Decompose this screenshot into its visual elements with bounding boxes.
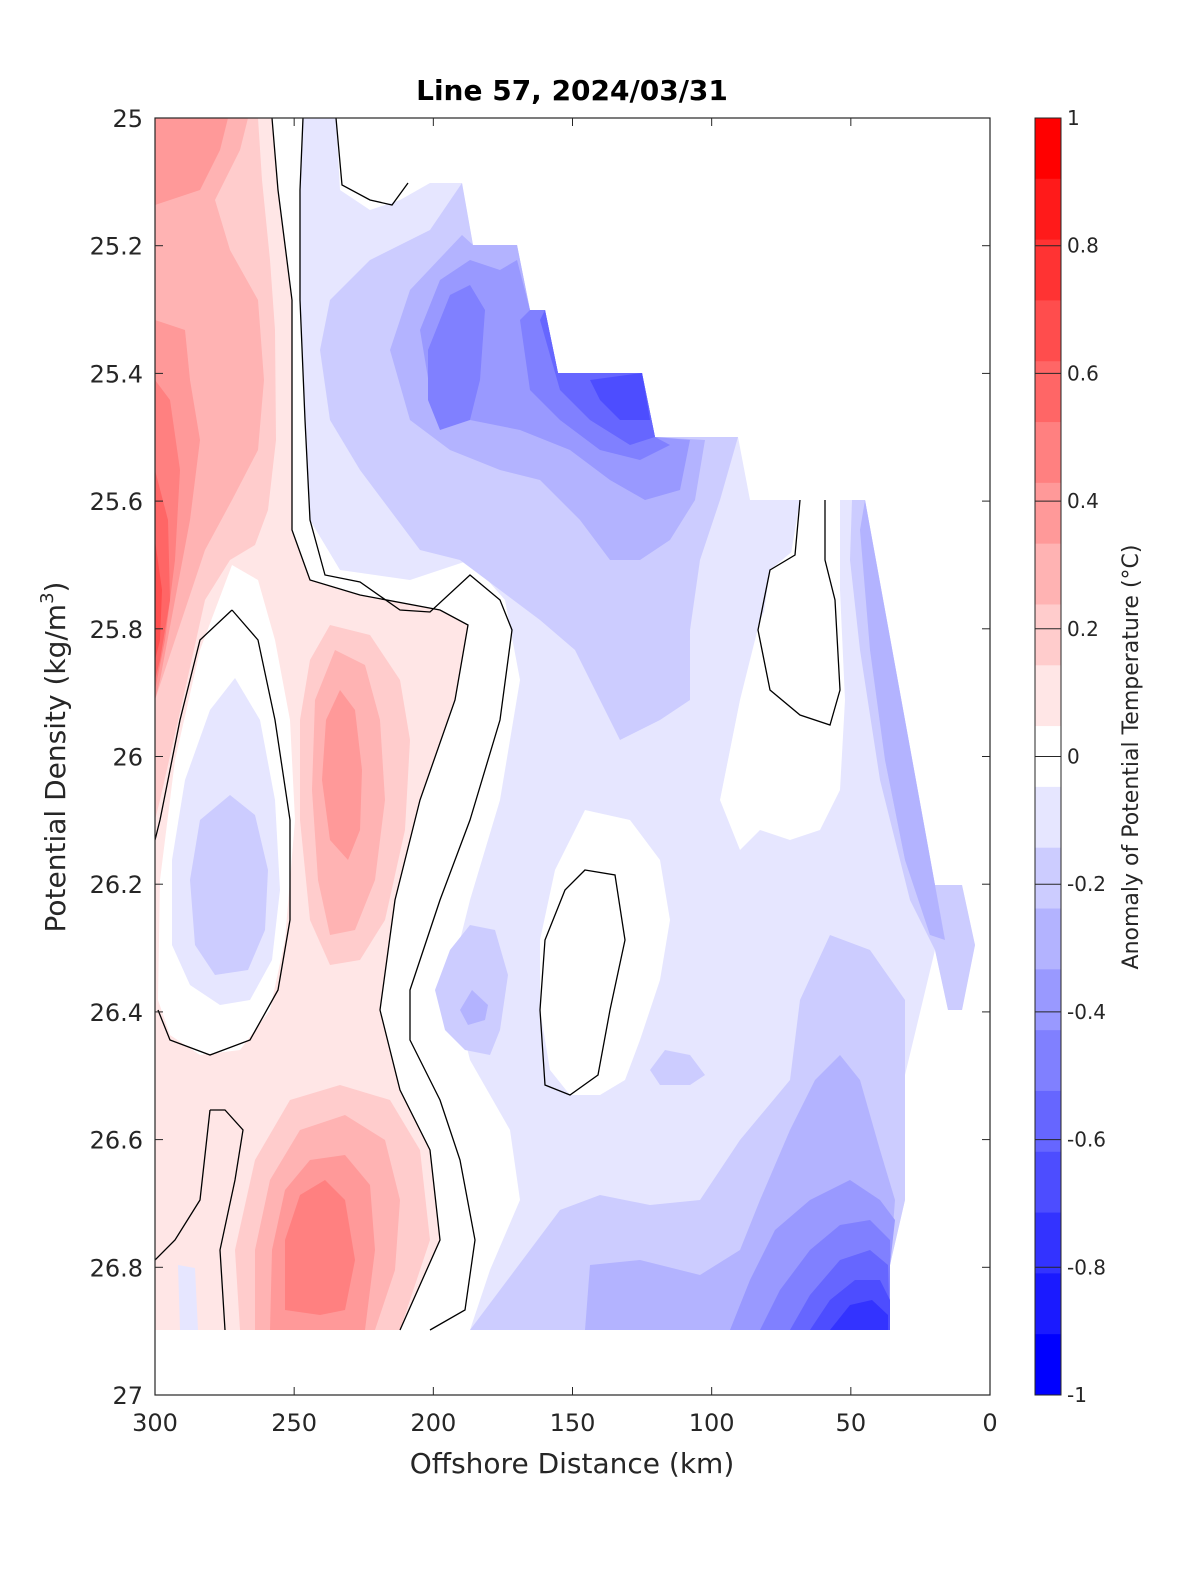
contour-warm-0.4 [155, 118, 228, 205]
colorbar-swatch [1035, 1212, 1061, 1274]
colorbar-tick-label: 1 [1067, 106, 1080, 130]
y-tick-label: 26.2 [90, 871, 143, 899]
colorbar-swatch [1035, 604, 1061, 666]
contour-cool-west-0.2 [190, 795, 268, 975]
colorbar-tick-label: 0.6 [1067, 361, 1099, 385]
contour-warm-edge-low [155, 1100, 175, 1270]
contour-cool-0.5 [428, 285, 485, 430]
x-axis: 300 250 200 150 100 50 0 [132, 118, 998, 1437]
contour-cool-mid-0.3 [460, 990, 488, 1025]
y-tick-label: 25.6 [90, 488, 143, 516]
colorbar-tick-label: -0.4 [1067, 1000, 1106, 1024]
x-axis-title: Offshore Distance (km) [410, 1447, 735, 1480]
colorbar-swatch [1035, 482, 1061, 545]
contour-warm-blob-low-0.5 [285, 1180, 355, 1315]
x-tick-label: 250 [271, 1409, 317, 1437]
y-axis-title-close: ) [39, 582, 72, 593]
colorbar-tick-label: -0.2 [1067, 872, 1106, 896]
y-tick-label: 26.8 [90, 1254, 143, 1282]
y-tick-label: 26.6 [90, 1127, 143, 1155]
contour-east-white [720, 500, 845, 850]
colorbar-swatch [1035, 300, 1061, 362]
colorbar-tick-label: 0.2 [1067, 617, 1099, 641]
contour-cool-west-low [178, 1265, 198, 1330]
contour-warm-blob-mid-0.4 [322, 690, 362, 860]
y-tick-label: 26.4 [90, 999, 143, 1027]
x-tick-label: 50 [836, 1409, 867, 1437]
colorbar-tick-label: 0.8 [1067, 234, 1099, 258]
y-tick-label: 25 [112, 105, 143, 133]
colorbar-swatch [1035, 543, 1061, 605]
colorbar-swatch [1035, 361, 1061, 423]
colorbar-swatch [1035, 847, 1061, 910]
chart-title: Line 57, 2024/03/31 [416, 74, 728, 107]
colorbar-swatch [1035, 908, 1061, 970]
x-tick-label: 200 [410, 1409, 456, 1437]
contour-cool-mid-0.2 [435, 925, 508, 1055]
colorbar-swatch [1035, 969, 1061, 1031]
colorbar-swatch [1035, 239, 1061, 301]
x-tick-label: 150 [550, 1409, 596, 1437]
colorbar-tick-label: 0.4 [1067, 489, 1099, 513]
y-axis-title-main: Potential Density (kg/m [39, 604, 72, 933]
colorbar: 1 0.8 0.6 0.4 0.2 0 -0.2 -0.4 -0.6 -0.8 -1 [1034, 106, 1106, 1407]
contour-cool-east-0.3 [860, 500, 945, 940]
colorbar-swatch [1035, 665, 1061, 727]
y-axis: 25 25.2 25.4 25.6 25.8 26 26.2 26.4 26.6 26.8 27 [90, 105, 990, 1410]
y-tick-label: 25.8 [90, 616, 143, 644]
colorbar-swatch [1035, 178, 1061, 241]
colorbar-swatch [1035, 1273, 1061, 1335]
x-tick-label: 100 [689, 1409, 735, 1437]
contour-warm-0.7 [155, 540, 162, 660]
colorbar-swatch [1035, 1090, 1061, 1153]
colorbar-swatch [1035, 1334, 1061, 1396]
plot-area [155, 118, 975, 1331]
contour-cool-mid-small [650, 1050, 705, 1085]
contour-mid-white [540, 810, 670, 1095]
zero-contour-lines [155, 118, 841, 1331]
colorbar-tick-label: -1 [1067, 1383, 1087, 1407]
x-tick-label: 300 [132, 1409, 178, 1437]
colorbar-swatch [1035, 786, 1061, 849]
y-tick-label: 26 [112, 744, 143, 772]
colorbar-swatch [1035, 422, 1061, 484]
colorbar-swatch [1035, 1030, 1061, 1092]
colorbar-tick-label: -0.6 [1067, 1128, 1106, 1152]
y-tick-label: 25.4 [90, 360, 143, 388]
contour-cool-0.7 [590, 373, 650, 420]
y-axis-title: Potential Density (kg/m3) [37, 582, 72, 933]
y-tick-label: 25.2 [90, 233, 143, 261]
x-tick-label: 0 [982, 1409, 997, 1437]
colorbar-swatch [1035, 1151, 1061, 1214]
contour-cool-low-0.8 [830, 1300, 888, 1330]
colorbar-swatch [1035, 118, 1061, 180]
colorbar-tick-label: 0 [1067, 745, 1080, 769]
colorbar-title: Anomaly of Potential Temperature (°C) [1119, 545, 1144, 970]
colorbar-tick-label: -0.8 [1067, 1255, 1106, 1279]
y-axis-title-sup: 3 [37, 592, 58, 603]
y-tick-label: 27 [112, 1382, 143, 1410]
